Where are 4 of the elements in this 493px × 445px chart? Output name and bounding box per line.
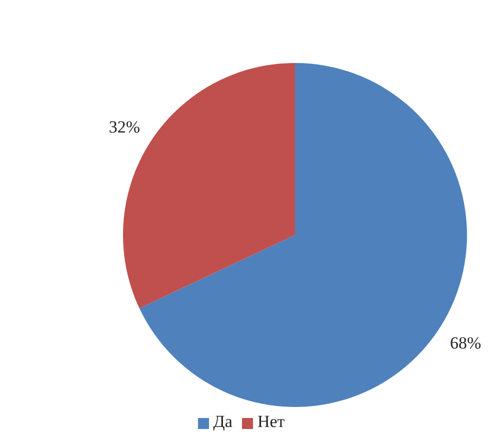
legend-label: Да	[213, 412, 232, 431]
legend-label: Нет	[257, 412, 285, 431]
data-label: 32%	[108, 117, 140, 136]
data-label: 68%	[450, 334, 482, 353]
